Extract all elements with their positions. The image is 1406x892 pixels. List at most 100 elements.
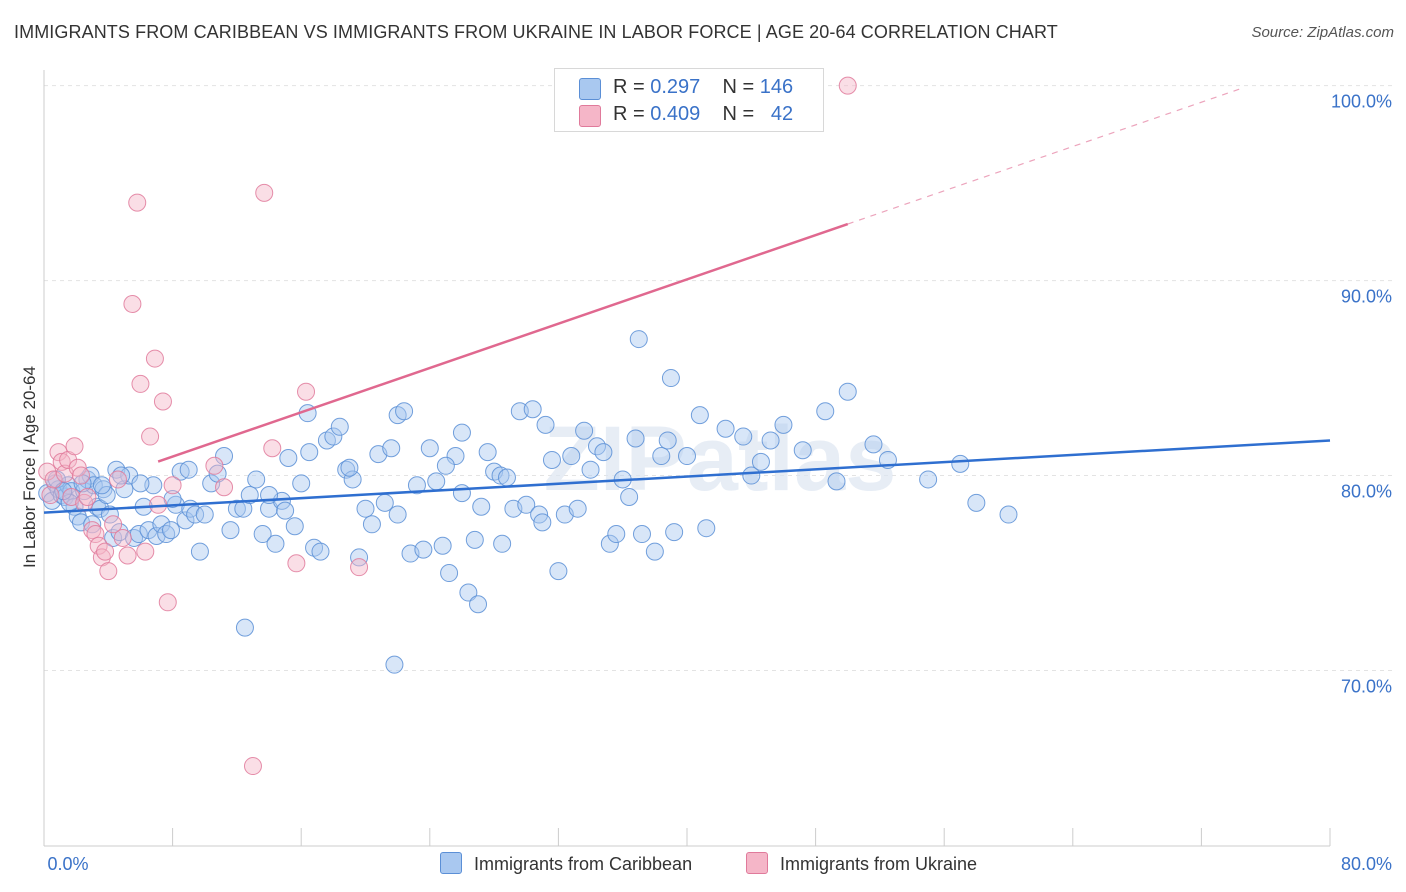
data-point xyxy=(469,595,488,614)
data-point xyxy=(300,443,319,462)
data-point xyxy=(838,382,857,401)
data-point xyxy=(436,456,455,475)
data-point xyxy=(491,466,510,485)
data-point xyxy=(575,421,594,440)
grid-lines xyxy=(44,85,1392,672)
trend-line-caribbean xyxy=(43,439,1331,514)
data-point xyxy=(99,562,118,581)
legend-r-value: 0.409 xyxy=(650,103,701,125)
data-point xyxy=(205,456,224,475)
data-point xyxy=(253,525,272,544)
data-point xyxy=(493,534,512,553)
data-point xyxy=(153,392,172,411)
data-point xyxy=(158,593,177,612)
data-point xyxy=(827,472,846,491)
data-point xyxy=(243,757,262,776)
data-point xyxy=(665,523,684,542)
data-point xyxy=(562,447,581,466)
data-point xyxy=(697,519,716,538)
data-point xyxy=(330,417,349,436)
data-point xyxy=(311,542,330,561)
data-point xyxy=(215,478,234,497)
data-point xyxy=(864,435,883,454)
data-point xyxy=(118,546,137,565)
data-point xyxy=(163,476,182,495)
data-point xyxy=(407,476,426,495)
data-point xyxy=(838,76,857,95)
bottom-legend-caribbean: Immigrants from Caribbean xyxy=(440,852,692,875)
x-tick-label: 80.0% xyxy=(1341,854,1392,874)
data-point xyxy=(414,540,433,559)
data-point xyxy=(104,515,123,534)
data-point xyxy=(440,564,459,583)
y-axis-label: In Labor Force | Age 20-64 xyxy=(20,366,39,568)
data-point xyxy=(356,499,375,518)
data-point xyxy=(742,466,761,485)
data-point xyxy=(186,505,205,524)
data-point xyxy=(497,468,516,487)
series-ukraine xyxy=(38,76,857,776)
data-point xyxy=(240,486,259,505)
data-point xyxy=(276,501,295,520)
data-point xyxy=(629,330,648,349)
axes xyxy=(43,70,1331,847)
data-point xyxy=(420,439,439,458)
data-point xyxy=(279,449,298,467)
data-point xyxy=(161,521,180,540)
data-point xyxy=(690,406,709,425)
data-point xyxy=(632,525,651,544)
data-point xyxy=(176,511,195,530)
data-point xyxy=(343,470,362,489)
data-point xyxy=(92,476,111,495)
data-point xyxy=(542,450,561,469)
data-point xyxy=(324,427,343,446)
data-point xyxy=(83,515,102,534)
data-point xyxy=(536,415,555,434)
data-point xyxy=(751,452,770,471)
data-point xyxy=(533,513,552,532)
data-point xyxy=(549,562,568,581)
trend-line-ukraine xyxy=(157,222,849,463)
legend-r-value: 0.297 xyxy=(650,76,701,98)
data-point xyxy=(478,443,497,462)
watermark: ZIPatlas xyxy=(544,408,897,510)
data-point xyxy=(350,548,369,567)
data-point xyxy=(113,528,132,547)
data-point xyxy=(816,402,835,421)
data-point xyxy=(465,530,484,549)
data-point xyxy=(292,474,311,493)
source-label: Source: ZipAtlas.com xyxy=(1251,24,1394,41)
data-point xyxy=(382,439,401,458)
data-point xyxy=(190,542,209,561)
trend-lines xyxy=(43,87,1331,514)
data-point xyxy=(661,369,680,388)
data-point xyxy=(362,515,381,534)
data-point xyxy=(65,437,84,456)
data-point xyxy=(41,486,60,505)
trend-line-ukraine-extension xyxy=(847,87,1242,225)
data-point xyxy=(141,427,160,446)
legend-n-value: 42 xyxy=(770,103,794,125)
data-point xyxy=(600,534,619,553)
data-point xyxy=(108,470,127,489)
data-point xyxy=(337,460,356,479)
data-point xyxy=(128,193,147,212)
correlation-legend: R = 0.297 N = 146 R = 0.409 N = 42 xyxy=(554,68,824,132)
data-point xyxy=(734,427,753,446)
data-point xyxy=(517,495,536,514)
data-point xyxy=(581,460,600,479)
data-point xyxy=(97,486,116,505)
bottom-legend-ukraine: Immigrants from Ukraine xyxy=(746,852,977,875)
data-point xyxy=(626,429,645,448)
data-point xyxy=(227,499,246,518)
data-point xyxy=(607,525,626,544)
bottom-legend-label: Immigrants from Caribbean xyxy=(474,854,693,874)
data-point xyxy=(52,452,71,471)
data-point xyxy=(287,554,306,573)
data-point xyxy=(652,447,671,466)
y-tick-label: 70.0% xyxy=(1341,677,1392,697)
data-point xyxy=(452,423,471,442)
legend-n-label: N = xyxy=(722,76,755,98)
data-point xyxy=(568,499,587,518)
